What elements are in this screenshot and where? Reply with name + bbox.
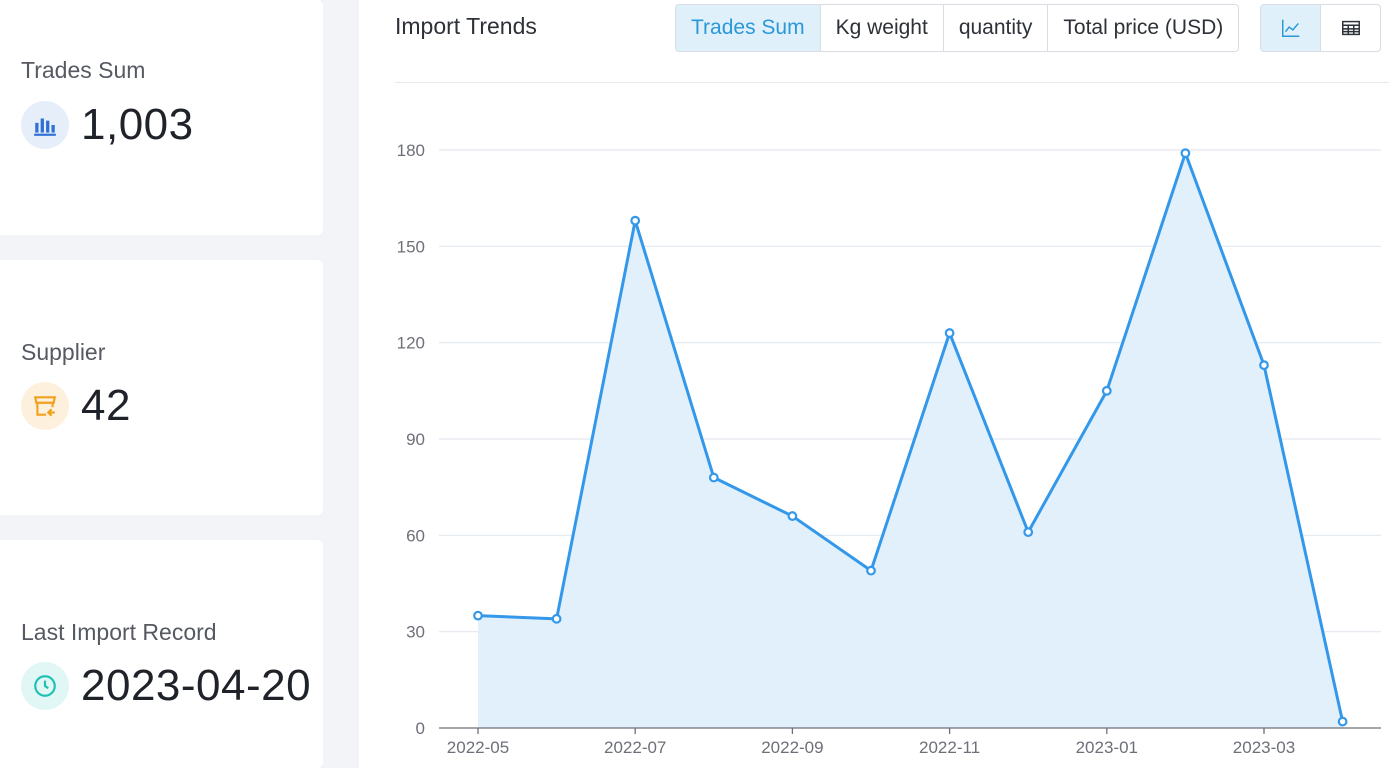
line-chart-icon [1281,19,1299,37]
data-point [708,472,719,483]
data-point [1259,360,1269,371]
last-import-card: Last Import Record 2023-04-20 [0,540,323,768]
y-tick-label: 90 [406,430,425,449]
last-import-row: 2023-04-20 [21,661,311,711]
data-point [473,610,483,621]
x-tick-label: 2022-09 [761,738,823,757]
table-view-button[interactable] [1320,5,1380,51]
y-tick-label: 180 [397,141,425,160]
y-tick-label: 0 [416,719,425,738]
data-point [1101,385,1112,396]
data-point [1180,148,1191,159]
data-point [1337,716,1348,727]
trades-sum-label: Trades Sum [21,57,146,83]
supplier-row: 42 [21,381,131,431]
data-point [1023,527,1034,538]
trend-chart: 0 30 60 90 120 150 180 2022-05 2022-07 2022-09 202… [397,141,1381,757]
data-point [787,511,798,521]
trades-sum-card: Trades Sum 1,003 [0,0,323,235]
view-toggle [1260,4,1381,52]
data-point [944,328,955,338]
tab-total-price[interactable]: Total price (USD) [1047,5,1238,51]
bar-chart-icon [21,101,69,149]
x-tick-label: 2022-07 [604,738,666,757]
tab-quantity[interactable]: quantity [942,5,1048,51]
import-trends-panel: Import Trends Trades Sum Kg weight quant… [359,0,1389,768]
panel-title: Import Trends [395,13,537,39]
data-point [551,613,562,624]
x-tick-label: 2023-03 [1233,738,1295,757]
clock-icon [21,662,69,710]
y-tick-label: 60 [406,526,425,545]
x-tick-label: 2022-05 [447,738,509,757]
y-tick-label: 120 [397,334,425,353]
line-chart-view-button[interactable] [1261,5,1320,51]
trades-sum-row: 1,003 [21,100,194,150]
series-area [478,153,1343,728]
x-tick-label: 2022-11 [919,738,980,757]
tab-kg-weight[interactable]: Kg weight [819,5,943,51]
last-import-value: 2023-04-20 [81,661,312,710]
tab-trades-sum[interactable]: Trades Sum [676,5,820,51]
last-import-label: Last Import Record [21,619,217,645]
trades-sum-value: 1,003 [81,100,194,149]
panel-divider [395,82,1389,83]
table-icon [1341,20,1360,36]
metric-tabs: Trades Sum Kg weight quantity Total pric… [675,4,1240,52]
supplier-label: Supplier [21,339,106,365]
data-point [866,565,876,576]
x-tick-label: 2023-01 [1076,738,1138,757]
supplier-card: Supplier 42 [0,260,323,515]
y-tick-label: 30 [406,623,425,642]
data-point [630,215,641,226]
series-line [477,151,1345,722]
y-tick-label: 150 [397,237,425,256]
storefront-icon [21,382,69,430]
supplier-value: 42 [81,381,131,430]
